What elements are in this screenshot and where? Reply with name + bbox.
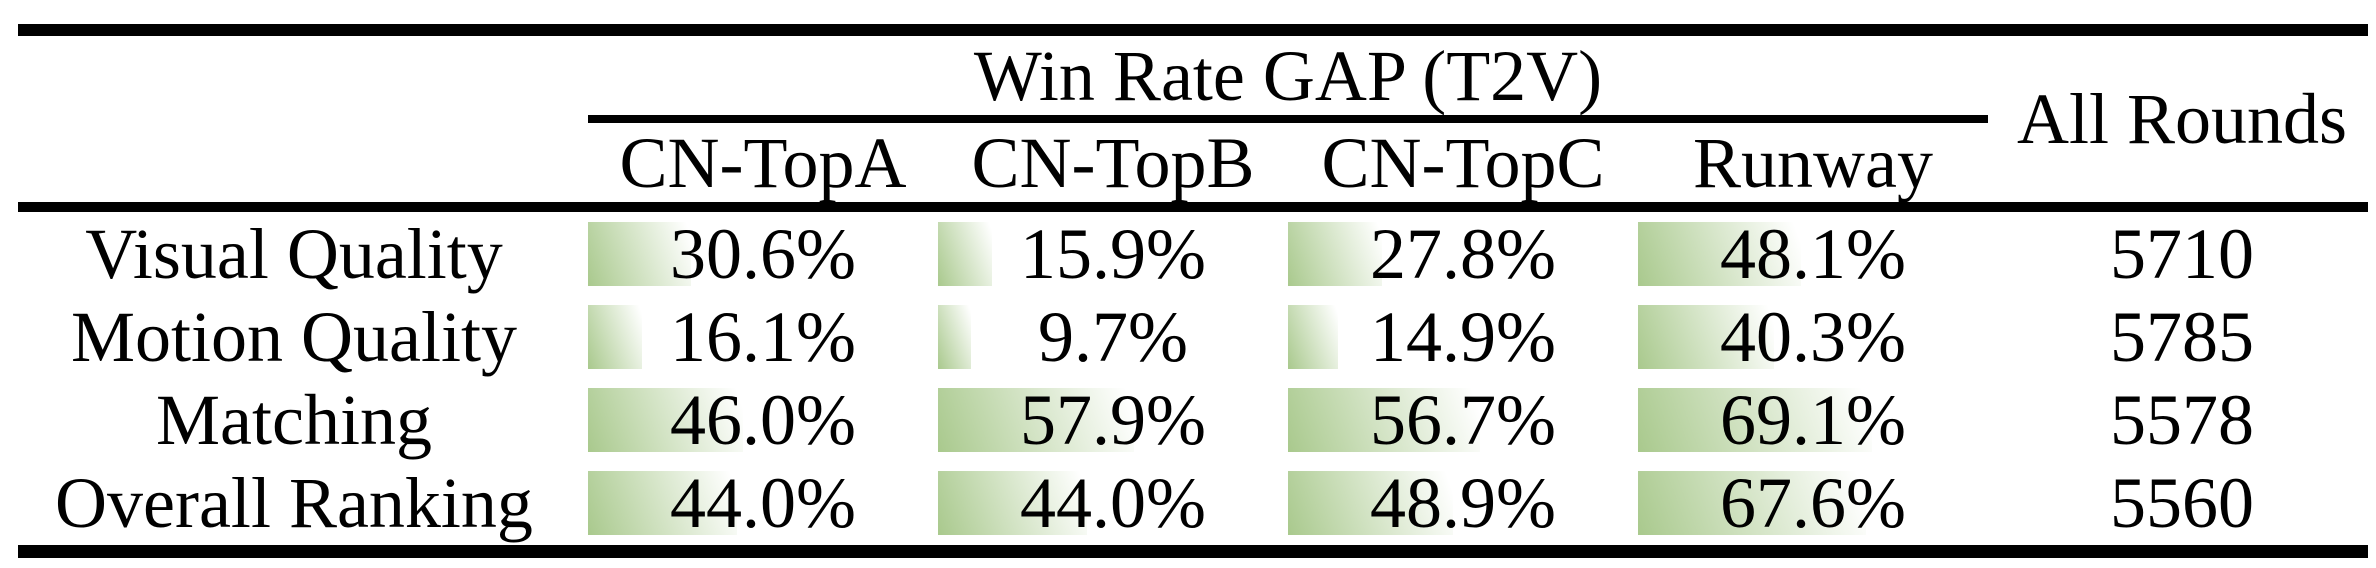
column-header-cn-topa: CN-TopA [619,122,907,203]
win-rate-cell-motion-quality-runway: 40.3% [1638,295,1988,378]
column-header-cn-topc: CN-TopC [1321,122,1605,203]
win-rate-bar [588,387,744,452]
win-rate-cell-motion-quality-cn-topb: 9.7% [938,295,1288,378]
win-rate-cell-visual-quality-cn-topc: 27.8% [1288,212,1638,295]
win-rate-bar [938,221,992,286]
header-rule [18,202,2368,212]
win-rate-cell-matching-cn-topa: 46.0% [588,378,938,461]
win-rate-bar [1288,221,1382,286]
win-rate-bar [938,304,971,369]
win-rate-value: 56.7% [1370,379,1556,460]
win-rate-value: 44.0% [670,462,856,543]
all-rounds-value-overall-ranking: 5560 [2110,462,2254,543]
win-rate-value: 27.8% [1370,213,1556,294]
top-rule [18,24,2368,36]
win-rate-bar [1638,221,1801,286]
win-rate-cell-overall-ranking-cn-topb: 44.0% [938,461,1288,544]
win-rate-cell-matching-cn-topc: 56.7% [1288,378,1638,461]
win-rate-bar [1638,387,1872,452]
all-rounds-value-motion-quality: 5785 [2110,296,2254,377]
win-rate-value: 57.9% [1020,379,1206,460]
column-header-row: CN-TopA CN-TopB CN-TopC Runway [0,123,2376,202]
all-rounds-header: All Rounds [2016,79,2348,159]
win-rate-value: 44.0% [1020,462,1206,543]
win-rate-cell-visual-quality-cn-topa: 30.6% [588,212,938,295]
win-rate-bar [1288,304,1339,369]
win-rate-bar [938,470,1087,535]
column-header-runway: Runway [1693,122,1933,203]
win-rate-cell-overall-ranking-cn-topa: 44.0% [588,461,938,544]
bottom-rule [18,545,2368,558]
corner-cell [0,36,588,123]
row-label-header-spacer [0,123,588,202]
win-rate-cell-motion-quality-cn-topa: 16.1% [588,295,938,378]
win-rate-value: 9.7% [1038,296,1188,377]
win-rate-bar [588,470,737,535]
win-rate-value: 14.9% [1370,296,1556,377]
row-label-motion-quality: Motion Quality [71,296,517,377]
row-label-overall-ranking: Overall Ranking [55,462,533,543]
win-rate-value: 69.1% [1720,379,1906,460]
win-rate-cell-matching-runway: 69.1% [1638,378,1988,461]
win-rate-value: 16.1% [670,296,856,377]
win-rate-value: 67.6% [1720,462,1906,543]
title-row: Win Rate GAP (T2V) [0,36,2376,123]
column-header-cn-topb: CN-TopB [971,122,1255,203]
win-rate-cell-motion-quality-cn-topc: 14.9% [1288,295,1638,378]
win-rate-cell-visual-quality-runway: 48.1% [1638,212,1988,295]
win-rate-cell-matching-cn-topb: 57.9% [938,378,1288,461]
group-header: Win Rate GAP (T2V) [588,36,1988,123]
win-rate-bar [588,304,643,369]
win-rate-value: 48.9% [1370,462,1556,543]
win-rate-value: 30.6% [670,213,856,294]
win-rate-value: 40.3% [1720,296,1906,377]
win-rate-cell-overall-ranking-cn-topc: 48.9% [1288,461,1638,544]
win-rate-cell-visual-quality-cn-topb: 15.9% [938,212,1288,295]
win-rate-value: 15.9% [1020,213,1206,294]
win-rate-cell-overall-ranking-runway: 67.6% [1638,461,1988,544]
win-rate-bar [1288,387,1480,452]
all-rounds-value-matching: 5578 [2110,379,2254,460]
table-body: Visual Quality 30.6% 15.9% 27.8% 48.1% 5710 Mo… [0,212,2376,544]
win-rate-bar [588,221,692,286]
win-rate-value: 46.0% [670,379,856,460]
win-rate-bar [1638,304,1775,369]
row-label-matching: Matching [156,379,432,460]
win-rate-bar [1638,470,1867,535]
win-rate-value: 48.1% [1720,213,1906,294]
all-rounds-value-visual-quality: 5710 [2110,213,2254,294]
win-rate-bar [938,387,1134,452]
row-label-visual-quality: Visual Quality [85,213,503,294]
win-rate-bar [1288,470,1454,535]
